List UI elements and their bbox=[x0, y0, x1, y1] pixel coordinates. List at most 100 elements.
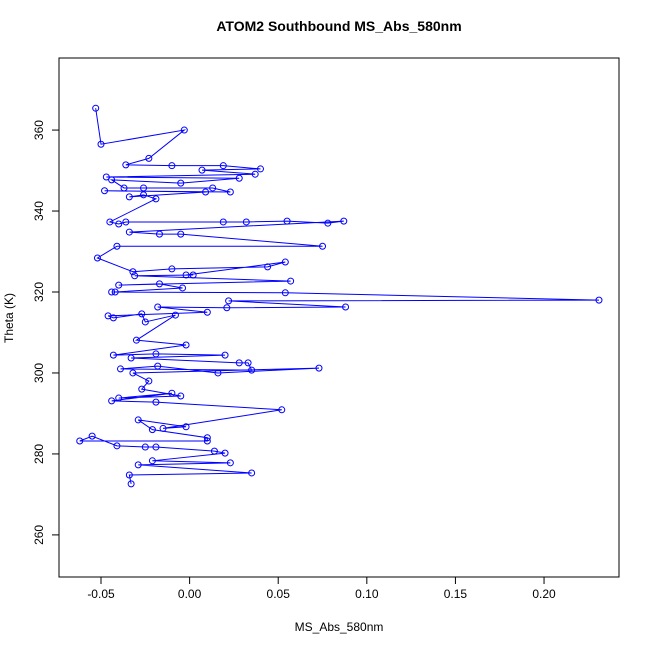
x-tick-label: 0.10 bbox=[355, 587, 379, 601]
data-point bbox=[138, 310, 146, 318]
data-point bbox=[108, 176, 116, 184]
data-point bbox=[219, 162, 227, 170]
data-point bbox=[226, 459, 234, 467]
data-point bbox=[235, 174, 243, 182]
data-point bbox=[182, 423, 190, 431]
data-point bbox=[244, 359, 252, 367]
data-point bbox=[122, 218, 130, 226]
data-point bbox=[129, 369, 137, 377]
data-point bbox=[203, 437, 211, 445]
data-point bbox=[152, 443, 160, 451]
data-point bbox=[168, 265, 176, 273]
data-point bbox=[202, 188, 210, 196]
data-point bbox=[342, 303, 350, 311]
data-point bbox=[203, 434, 211, 442]
data-point bbox=[115, 220, 123, 228]
data-point bbox=[148, 457, 156, 465]
x-tick-label: 0.15 bbox=[444, 587, 468, 601]
y-tick-label: 360 bbox=[32, 120, 46, 140]
data-point bbox=[140, 191, 148, 199]
data-point bbox=[76, 437, 84, 445]
data-point bbox=[182, 341, 190, 349]
data-point bbox=[219, 218, 227, 226]
data-point bbox=[134, 416, 142, 424]
data-point bbox=[223, 304, 231, 312]
data-point bbox=[97, 140, 105, 148]
data-point bbox=[179, 284, 187, 292]
data-point bbox=[115, 394, 123, 402]
data-point bbox=[155, 280, 163, 288]
data-line bbox=[79, 108, 599, 484]
data-point bbox=[319, 242, 327, 250]
data-point bbox=[141, 318, 149, 326]
data-point bbox=[115, 281, 123, 289]
data-point bbox=[109, 314, 117, 322]
data-point bbox=[148, 426, 156, 434]
data-point bbox=[134, 461, 142, 469]
y-axis-label: Theta (K) bbox=[2, 293, 16, 343]
data-point bbox=[177, 392, 185, 400]
data-point bbox=[340, 217, 348, 225]
data-point bbox=[125, 193, 133, 201]
data-point bbox=[209, 184, 217, 192]
data-point bbox=[210, 447, 218, 455]
data-point bbox=[101, 187, 109, 195]
data-point bbox=[278, 406, 286, 414]
data-point bbox=[315, 364, 323, 372]
data-point bbox=[168, 389, 176, 397]
data-point bbox=[180, 126, 188, 134]
data-point bbox=[242, 218, 250, 226]
data-point bbox=[177, 179, 185, 187]
x-axis-label: MS_Abs_580nm bbox=[295, 620, 384, 634]
data-point bbox=[324, 219, 332, 227]
data-point bbox=[125, 228, 133, 236]
data-point bbox=[109, 351, 117, 359]
data-point bbox=[177, 230, 185, 238]
data-point bbox=[595, 296, 603, 304]
data-point bbox=[108, 288, 116, 296]
y-tick-label: 260 bbox=[32, 525, 46, 545]
data-point bbox=[152, 398, 160, 406]
data-point bbox=[159, 424, 167, 432]
data-point bbox=[125, 471, 133, 479]
data-point bbox=[283, 217, 291, 225]
data-point bbox=[127, 354, 135, 362]
data-point bbox=[287, 277, 295, 285]
data-point bbox=[140, 184, 148, 192]
y-tick-label: 340 bbox=[32, 201, 46, 221]
data-point bbox=[221, 351, 229, 359]
data-point bbox=[129, 268, 137, 276]
data-point bbox=[127, 480, 135, 488]
data-point bbox=[106, 218, 114, 226]
data-point bbox=[155, 230, 163, 238]
data-point bbox=[171, 311, 179, 319]
data-point bbox=[132, 336, 140, 344]
data-point bbox=[120, 184, 128, 192]
data-point bbox=[92, 104, 100, 112]
y-tick-label: 280 bbox=[32, 444, 46, 464]
y-tick-label: 300 bbox=[32, 363, 46, 383]
data-point bbox=[145, 154, 153, 162]
data-point bbox=[152, 195, 160, 203]
data-point bbox=[281, 289, 289, 297]
data-point bbox=[251, 170, 259, 178]
data-point bbox=[203, 308, 211, 316]
data-point bbox=[113, 442, 121, 450]
data-point bbox=[138, 385, 146, 393]
data-point bbox=[108, 397, 116, 405]
data-point bbox=[152, 350, 160, 358]
data-point bbox=[248, 469, 256, 477]
data-point bbox=[221, 449, 229, 457]
chart-title: ATOM2 Southbound MS_Abs_580nm bbox=[216, 18, 461, 34]
data-point bbox=[88, 432, 96, 440]
data-point bbox=[93, 254, 101, 262]
data-point bbox=[182, 271, 190, 279]
data-point bbox=[145, 377, 153, 385]
data-point bbox=[168, 162, 176, 170]
x-tick-label: -0.05 bbox=[87, 587, 115, 601]
data-point bbox=[189, 271, 197, 279]
data-point bbox=[154, 303, 162, 311]
data-point bbox=[225, 297, 233, 305]
